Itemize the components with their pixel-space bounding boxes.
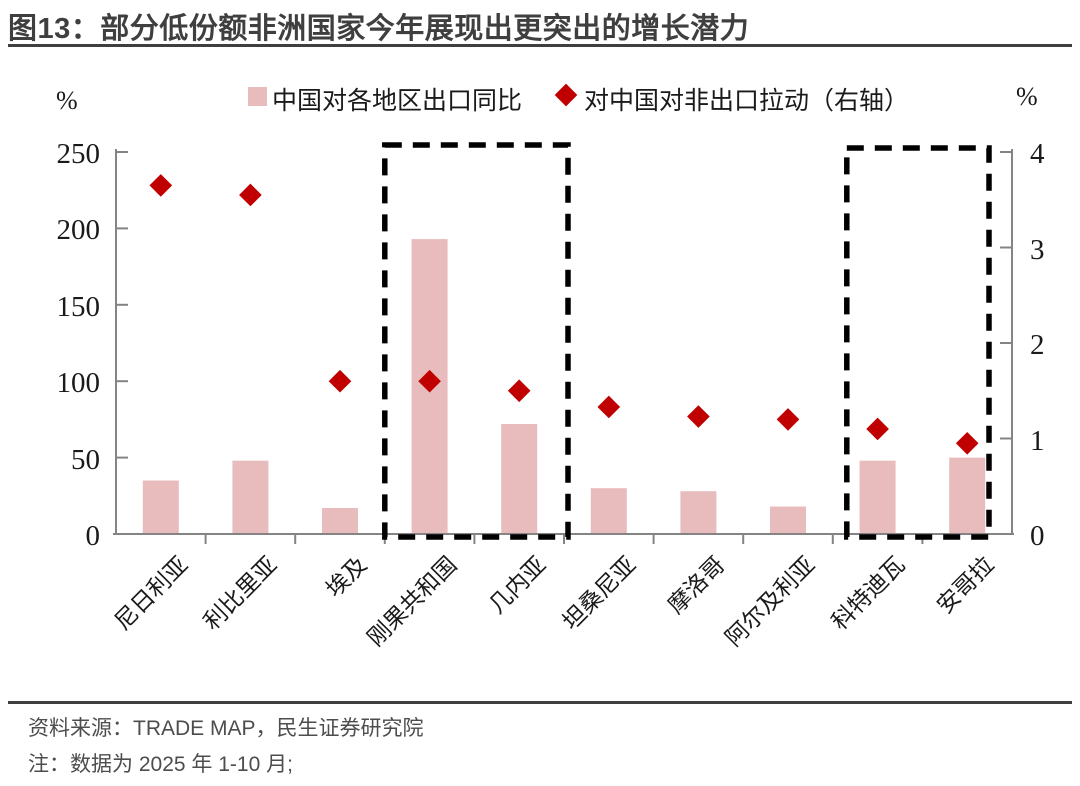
footer-divider <box>8 701 1072 704</box>
contribution-diamond-marker <box>418 369 441 393</box>
contribution-diamond-marker <box>328 369 352 393</box>
contribution-diamond-marker <box>687 405 710 428</box>
contribution-diamond-marker <box>866 417 889 441</box>
export-yoy-bar <box>142 480 179 534</box>
contribution-diamond-marker <box>239 183 262 207</box>
legend-bar-swatch-icon <box>248 87 267 106</box>
right-axis-tick-label: 2 <box>1030 329 1045 361</box>
left-axis-tick-label: 100 <box>56 367 101 400</box>
source-line: 资料来源：TRADE MAP，民生证券研究院 <box>28 717 424 740</box>
left-axis-unit: % <box>56 86 78 115</box>
legend-label-bars: 中国对各地区出口同比 <box>272 88 523 115</box>
contribution-diamond-marker <box>776 408 800 431</box>
right-axis-tick-label: 4 <box>1030 138 1045 170</box>
figure-title: 图13：部分低份额非洲国家今年展现出更突出的增长潜力 <box>8 13 750 45</box>
contribution-diamond-marker <box>149 174 173 197</box>
export-yoy-bar <box>859 460 896 534</box>
left-axis-tick-label: 250 <box>56 138 101 170</box>
right-axis-unit: % <box>1016 82 1038 111</box>
left-axis-tick-label: 50 <box>71 443 100 476</box>
right-axis-tick-label: 0 <box>1030 520 1045 552</box>
export-yoy-bar <box>949 457 986 534</box>
right-axis-tick-label: 3 <box>1030 233 1045 266</box>
export-yoy-bar <box>232 460 269 534</box>
note-line: 注：数据为 2025 年 1-10 月; <box>28 753 293 776</box>
contribution-diamond-marker <box>955 431 979 455</box>
right-axis-tick-label: 1 <box>1030 424 1045 457</box>
export-yoy-bar <box>680 491 717 534</box>
left-axis-tick-label: 0 <box>85 520 101 552</box>
left-axis-tick-label: 150 <box>56 290 101 323</box>
title-underline <box>8 44 1072 47</box>
contribution-diamond-marker <box>597 395 621 419</box>
contribution-diamond-marker <box>507 379 531 403</box>
export-yoy-bar <box>322 508 358 534</box>
legend-label-diamonds: 对中国对非出口拉动（右轴） <box>584 88 910 115</box>
highlight-dashed-box <box>844 145 992 540</box>
export-yoy-bar <box>590 488 627 534</box>
export-yoy-bar <box>770 506 806 534</box>
export-yoy-bar <box>501 423 538 534</box>
left-axis-tick-label: 200 <box>56 214 101 247</box>
highlight-dashed-box <box>382 142 571 540</box>
